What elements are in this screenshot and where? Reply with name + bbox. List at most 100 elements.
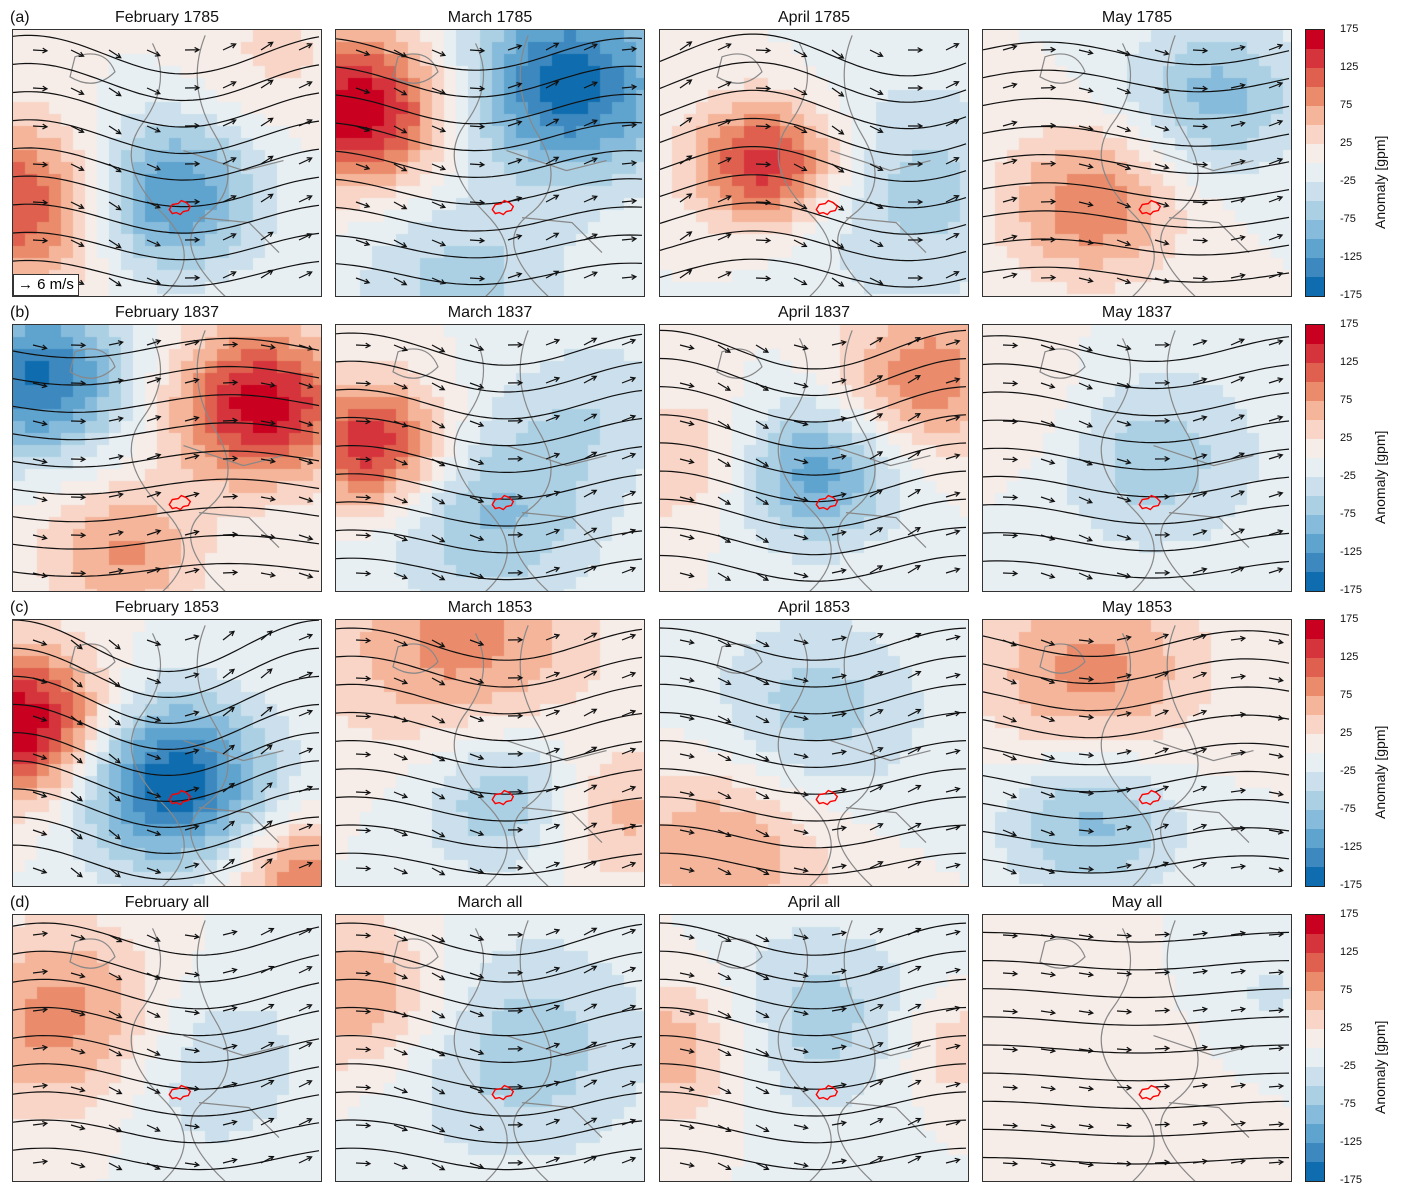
wind-arrow — [621, 414, 637, 422]
wind-arrow — [945, 786, 961, 793]
wind-arrow — [298, 496, 314, 503]
wind-arrow — [1192, 861, 1208, 869]
wind-arrow — [1154, 1121, 1171, 1128]
wind-arrow — [108, 1010, 123, 1019]
wind-arrow — [869, 201, 884, 209]
height-contour — [336, 768, 643, 795]
wind-arrow — [32, 496, 48, 503]
wind-arrow — [1078, 638, 1095, 644]
wind-arrow — [755, 1010, 770, 1019]
height-contour — [983, 210, 1290, 229]
wind-arrow — [70, 49, 85, 58]
wind-arrow — [945, 929, 961, 936]
wind-arrow — [1116, 534, 1132, 541]
wind-arrow — [108, 340, 124, 346]
wind-arrow — [1268, 157, 1284, 165]
wind-arrow — [1268, 1007, 1285, 1014]
wind-arrow — [1192, 968, 1209, 975]
wind-arrow — [260, 193, 274, 203]
wind-arrow — [679, 231, 693, 241]
wind-arrow — [1230, 863, 1247, 870]
wind-arrow — [1040, 236, 1057, 243]
colorbar-band — [1306, 125, 1324, 144]
wind-arrow — [1116, 970, 1133, 977]
wind-arrow — [108, 163, 122, 173]
wind-arrow — [469, 1086, 485, 1094]
wind-arrow — [831, 1120, 848, 1127]
map-panel — [982, 324, 1292, 592]
wind-arrow — [583, 1079, 598, 1088]
wind-arrow — [355, 494, 372, 501]
colorbar-tick-label: 125 — [1340, 946, 1359, 958]
wind-arrow — [945, 1043, 961, 1050]
wind-arrow — [1268, 81, 1284, 89]
colorbar-label: Anomaly [gpm] — [1372, 430, 1388, 524]
wind-arrow — [679, 639, 695, 645]
wind-arrow — [1078, 1009, 1095, 1016]
wind-arrow — [945, 233, 960, 241]
wind-arrow — [1192, 823, 1208, 831]
wind-arrow — [793, 534, 809, 541]
wind-arrow — [545, 490, 561, 498]
wind-arrow — [945, 748, 961, 755]
wind-arrow — [1116, 863, 1132, 869]
wind-arrow — [907, 860, 922, 869]
height-contour — [336, 1063, 643, 1090]
wind-arrow — [621, 747, 637, 755]
wind-arrow — [70, 380, 87, 387]
wind-arrow — [831, 378, 847, 384]
height-contour — [336, 740, 643, 768]
coastlines — [716, 35, 931, 296]
colorbar-tick-label: -75 — [1340, 1098, 1356, 1110]
wind-arrow — [393, 572, 409, 580]
wind-arrow — [431, 87, 447, 95]
height-contour — [336, 557, 643, 581]
wind-arrow — [945, 967, 961, 974]
colorbar-band — [1306, 106, 1324, 125]
wind-arrow — [260, 343, 276, 350]
wind-arrow — [108, 1162, 123, 1171]
height-contour — [13, 259, 320, 287]
height-contour — [13, 620, 320, 673]
map-panel: → 6 m/s — [12, 29, 322, 297]
wind-arrow — [717, 677, 732, 686]
wind-arrow — [1078, 676, 1095, 682]
wind-arrow — [1154, 163, 1170, 170]
wind-arrow — [260, 1041, 275, 1050]
wind-arrow — [108, 239, 122, 249]
wind-arrow — [260, 117, 274, 127]
wind-arrow — [755, 458, 770, 467]
wind-arrow — [869, 633, 884, 641]
wind-arrow — [222, 1157, 238, 1164]
wind-arrow — [621, 1118, 637, 1126]
colorbar-band — [1306, 934, 1324, 953]
wind-arrow — [1268, 119, 1284, 127]
wind-arrow — [469, 1124, 485, 1132]
colorbar-band — [1306, 553, 1324, 572]
height-contour — [336, 655, 643, 688]
height-contour — [13, 816, 320, 855]
wind-arrow — [184, 1009, 201, 1016]
wind-arrow — [1040, 46, 1057, 53]
wind-arrow — [679, 677, 695, 683]
wind-arrow — [1268, 790, 1284, 797]
vector-reference-key: → 6 m/s — [13, 274, 79, 296]
wind-arrow — [70, 163, 85, 172]
height-contour — [660, 554, 967, 582]
wind-arrow — [298, 1080, 313, 1088]
wind-arrow — [621, 160, 638, 166]
height-contour — [13, 760, 320, 803]
overlay — [13, 34, 320, 296]
wind-arrow — [298, 233, 313, 241]
wind-arrow — [222, 271, 237, 279]
height-contour — [983, 41, 1290, 66]
height-contour — [13, 62, 320, 102]
height-contour — [13, 365, 320, 386]
wind-arrow — [755, 972, 770, 981]
wind-arrow — [1192, 415, 1208, 422]
colorbar — [1305, 619, 1325, 887]
wind-arrow — [1116, 277, 1132, 285]
height-contour — [983, 714, 1290, 739]
wind-arrow — [1078, 714, 1095, 720]
wind-arrow — [1154, 493, 1171, 500]
